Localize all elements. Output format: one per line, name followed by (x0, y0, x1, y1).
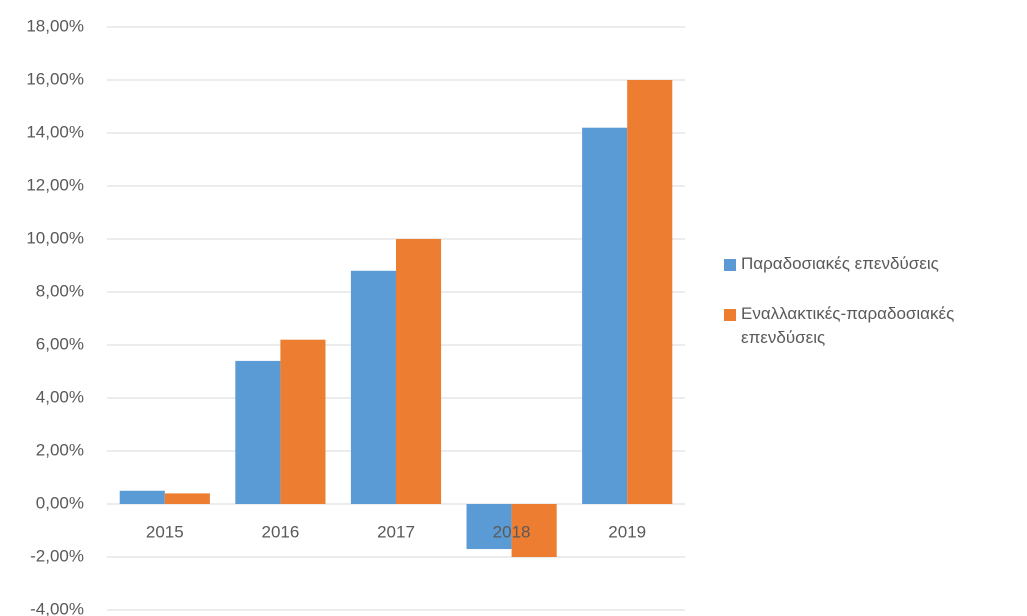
y-tick-label: 2,00% (36, 440, 84, 459)
y-tick-label: 14,00% (26, 122, 84, 141)
y-tick-label: 12,00% (26, 175, 84, 194)
y-tick-label: -4,00% (30, 599, 84, 616)
bar (164, 493, 210, 504)
y-tick-label: 10,00% (26, 228, 84, 247)
legend-label: Εναλλακτικές-παραδοσιακές επενδύσεις (741, 304, 955, 347)
bar (396, 239, 442, 504)
y-tick-label: 8,00% (36, 281, 84, 300)
y-tick-label: 6,00% (36, 334, 84, 353)
bar (280, 339, 326, 504)
bar (235, 360, 281, 504)
bar (511, 504, 557, 557)
legend-swatch (724, 309, 736, 321)
x-tick-label: 2018 (493, 522, 531, 541)
bar (627, 80, 673, 504)
bar (119, 490, 165, 504)
legend-item: Παραδοσιακές επενδύσεις (724, 252, 1024, 276)
x-tick-label: 2019 (608, 522, 646, 541)
bar (350, 270, 396, 504)
y-tick-label: -2,00% (30, 546, 84, 565)
x-tick-label: 2017 (377, 522, 415, 541)
y-tick-label: 0,00% (36, 493, 84, 512)
legend-label: Παραδοσιακές επενδύσεις (741, 254, 939, 273)
bar (582, 127, 628, 504)
x-tick-label: 2016 (261, 522, 299, 541)
y-tick-label: 16,00% (26, 69, 84, 88)
y-tick-label: 4,00% (36, 387, 84, 406)
legend-item: Εναλλακτικές-παραδοσιακές επενδύσεις (724, 302, 1024, 350)
y-tick-label: 18,00% (26, 16, 84, 35)
legend: Παραδοσιακές επενδύσεις Εναλλακτικές-παρα… (724, 252, 1024, 376)
legend-swatch (724, 259, 736, 271)
x-tick-label: 2015 (146, 522, 184, 541)
bar (466, 504, 512, 550)
